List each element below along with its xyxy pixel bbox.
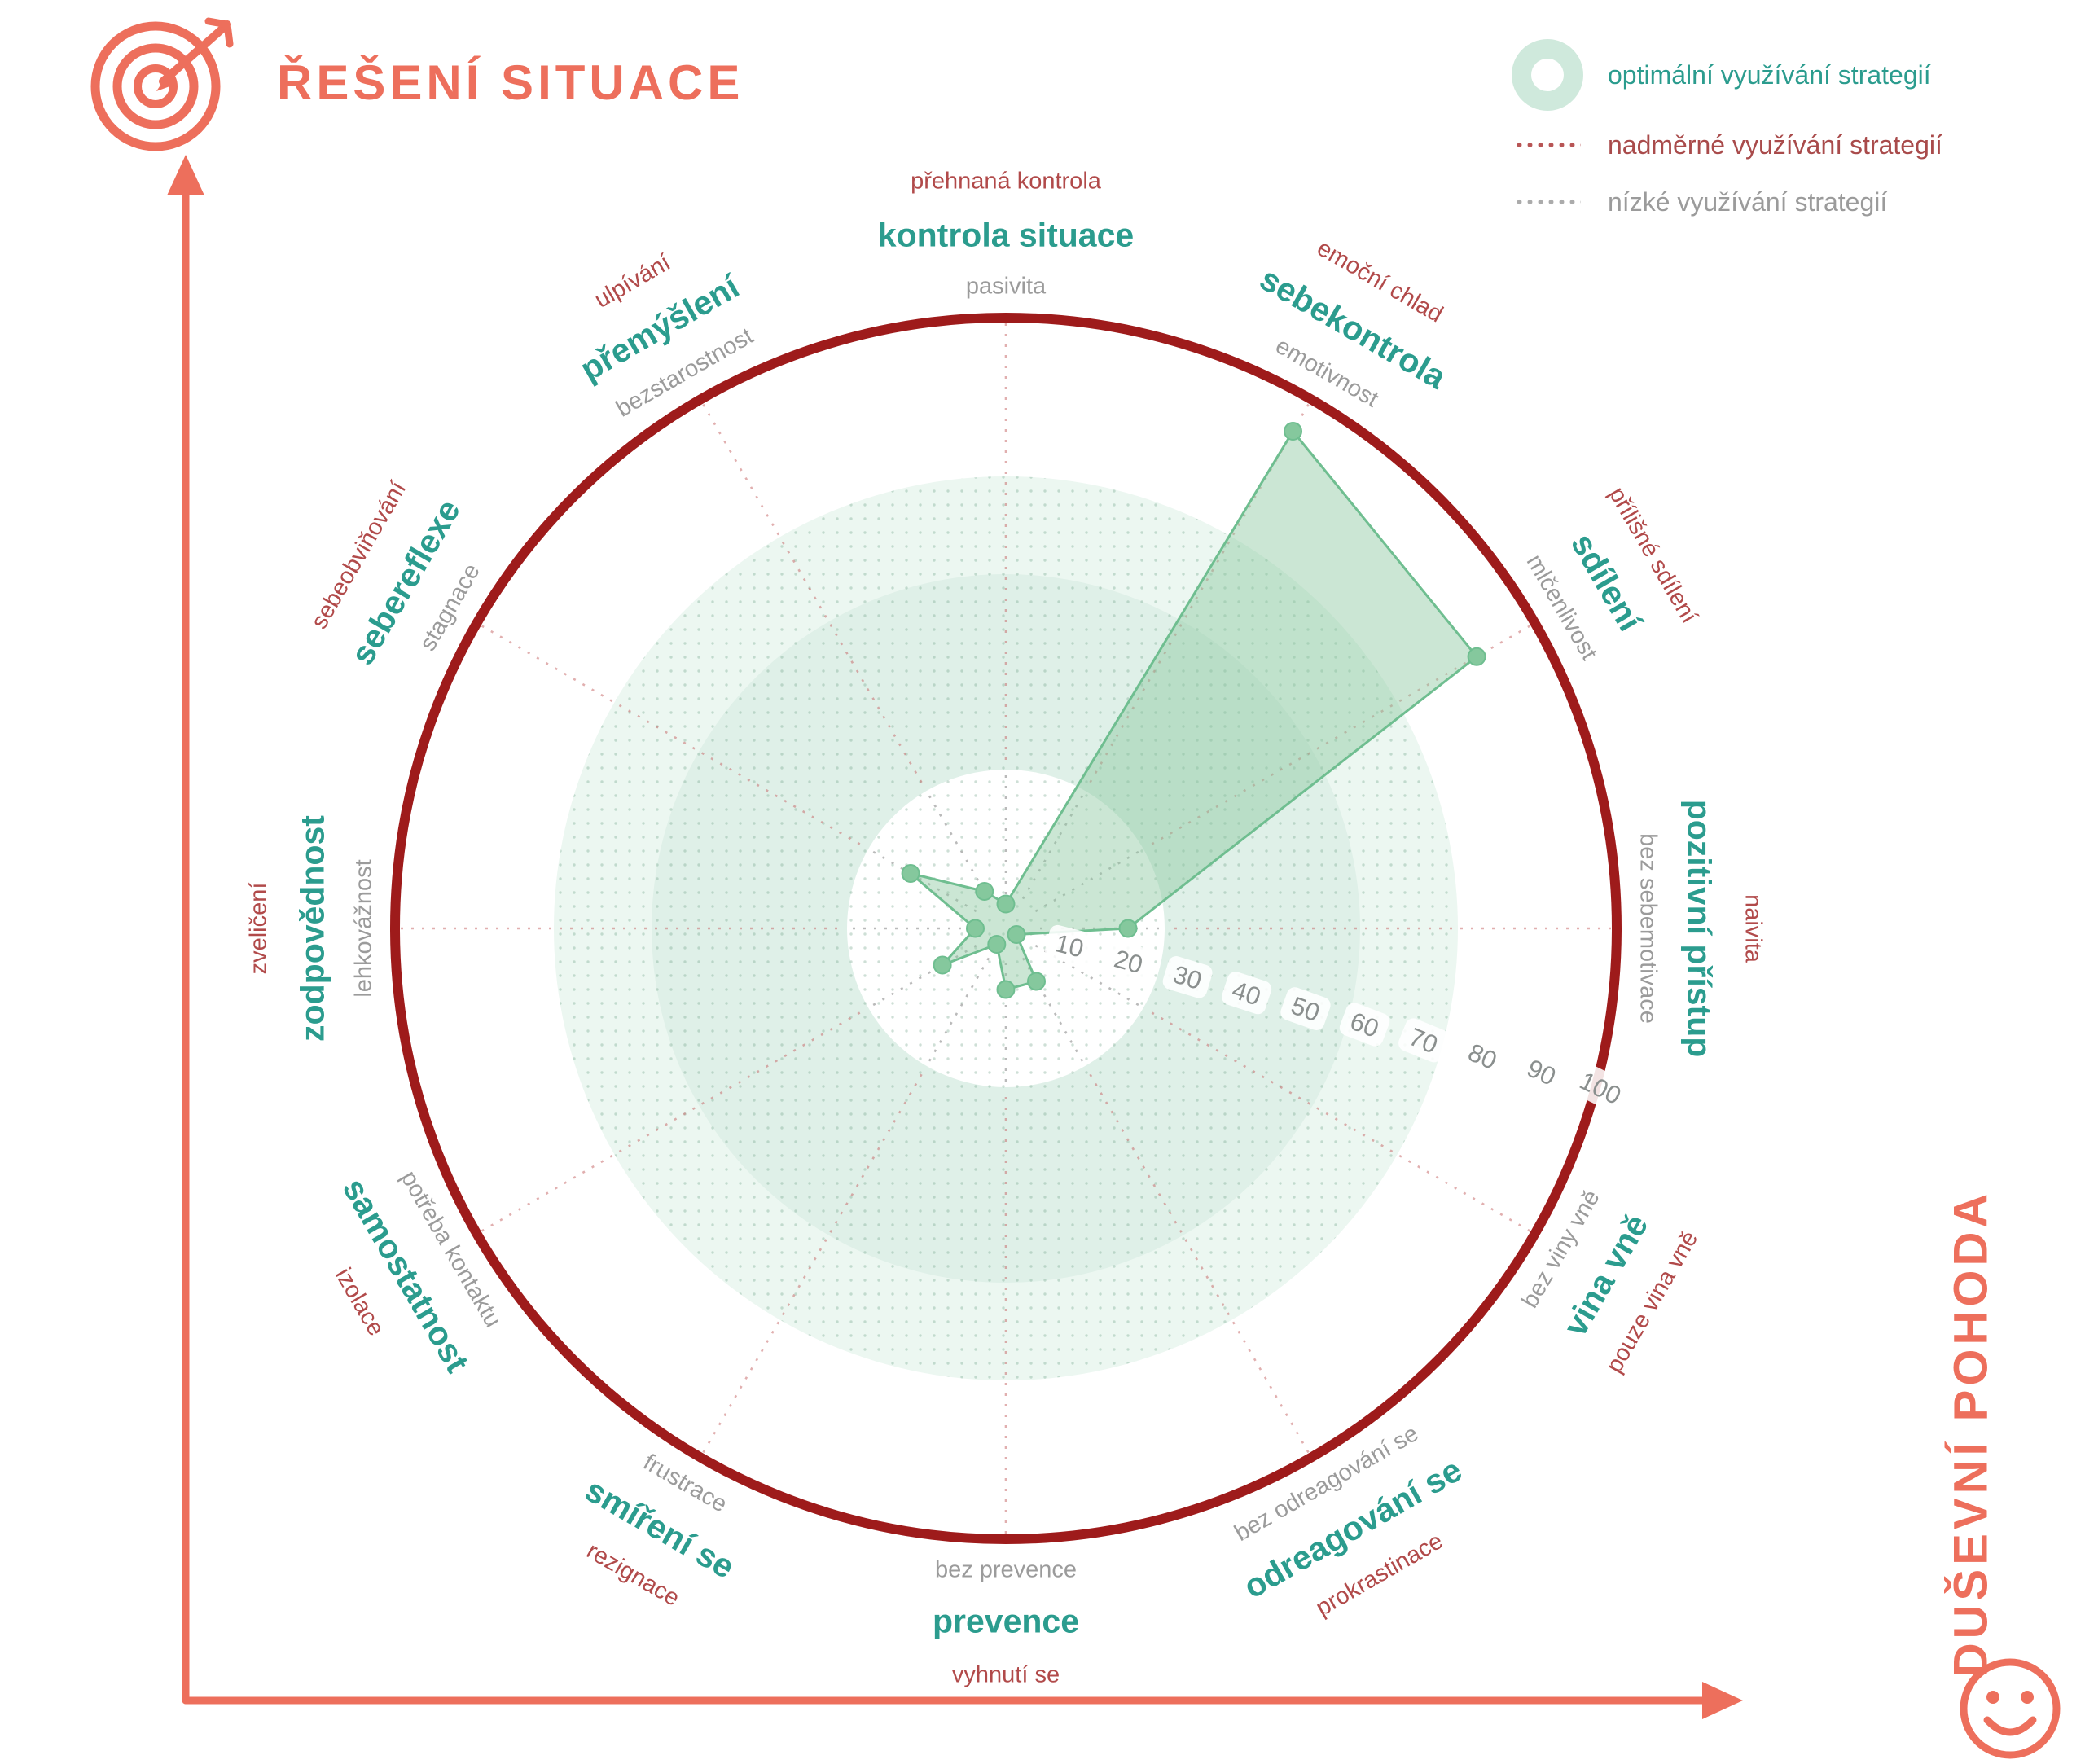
optimal-zone-donut-icon: [1512, 39, 1583, 111]
zone-dot-pattern: [554, 476, 1458, 1380]
legend-item-overuse: nadměrné využívání strategií: [1508, 122, 1942, 168]
scale-tick-label: 10: [1045, 924, 1095, 967]
smiley-icon: [1960, 1658, 2061, 1759]
underuse-dotted-line-icon: [1514, 199, 1581, 205]
data-point: [996, 980, 1016, 999]
axis-label-strategy: kontrola situace: [877, 216, 1135, 254]
data-point: [1027, 972, 1046, 991]
legend-item-optimal: optimální využívání strategií: [1508, 39, 1942, 111]
x-axis-arrow: [182, 1682, 1743, 1719]
data-point: [1467, 647, 1486, 666]
scale-tick-label: 50: [1280, 987, 1331, 1030]
data-point: [933, 955, 952, 975]
data-point: [901, 864, 920, 883]
axis-label-strategy: prevence: [932, 1602, 1080, 1640]
data-point: [987, 935, 1007, 954]
axis-label-underuse: pasivita: [965, 273, 1047, 300]
scale-tick-label: 90: [1516, 1049, 1567, 1095]
data-point: [975, 882, 994, 901]
axis-label-strategy: pozitivní přístup: [1680, 799, 1718, 1058]
axis-label-underuse: lehkovážnost: [350, 859, 377, 998]
scale-tick-label: 40: [1222, 972, 1272, 1015]
scale-tick-label: 70: [1398, 1018, 1449, 1063]
y-axis-arrow: [167, 155, 204, 1705]
legend-label: nízké využívání strategií: [1608, 186, 1888, 217]
header: ŘEŠENÍ SITUACE: [78, 7, 744, 158]
page-title: ŘEŠENÍ SITUACE: [277, 55, 744, 110]
legend: optimální využívání strategií nadměrné v…: [1508, 39, 1942, 225]
axis-label-underuse: bez prevence: [934, 1556, 1078, 1583]
scale-tick-label: 20: [1104, 940, 1153, 982]
svg-text:10: 10: [1052, 928, 1086, 963]
axis-label-strategy: zodpovědnost: [293, 815, 331, 1042]
axis-label-overuse: vyhnutí se: [951, 1661, 1060, 1688]
legend-label: optimální využívání strategií: [1608, 59, 1931, 90]
data-point: [966, 919, 985, 938]
legend-item-underuse: nízké využívání strategií: [1508, 179, 1942, 225]
data-point: [1007, 925, 1026, 944]
data-point: [1118, 919, 1138, 938]
data-point: [1284, 422, 1302, 441]
axis-label-overuse: přehnaná kontrola: [911, 168, 1101, 195]
scale-tick-label: 60: [1339, 1003, 1390, 1047]
axis-label-overuse: zveličení: [245, 882, 272, 975]
legend-label: nadměrné využívání strategií: [1608, 129, 1942, 160]
scale-tick-label: 30: [1162, 956, 1213, 998]
overuse-dotted-line-icon: [1514, 142, 1581, 148]
x-axis-title: DUŠEVNÍ POHODA: [1944, 1189, 1998, 1678]
axis-label-overuse: naivita: [1740, 894, 1767, 963]
target-dart-icon: [90, 17, 234, 151]
axis-label-underuse: bez sebemotivace: [1635, 833, 1661, 1024]
data-point: [996, 894, 1016, 914]
scale-tick-label: 80: [1457, 1033, 1508, 1079]
max-ring: [390, 313, 1622, 1544]
